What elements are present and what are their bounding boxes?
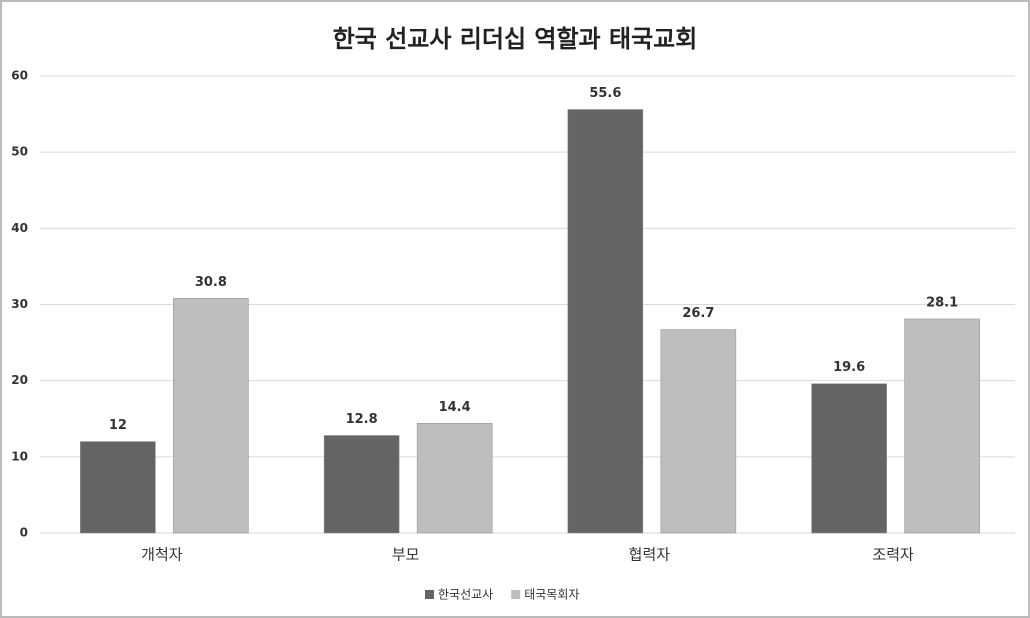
value-label: 55.6 <box>589 86 621 101</box>
y-tick-label: 40 <box>11 221 28 235</box>
value-label: 30.8 <box>195 275 227 290</box>
bar <box>323 435 400 534</box>
value-label: 12.8 <box>346 412 378 427</box>
x-tick-label: 조력자 <box>872 546 914 564</box>
value-label: 19.6 <box>833 360 865 375</box>
legend-swatch <box>425 590 434 599</box>
legend-label: 한국선교사 <box>438 588 493 602</box>
y-tick-label: 20 <box>11 373 28 387</box>
value-label: 28.1 <box>926 295 958 310</box>
chart-title: 한국 선교사 리더십 역할과 태국교회 <box>333 25 698 53</box>
bar <box>416 423 493 534</box>
y-tick-label: 50 <box>11 145 28 159</box>
bar <box>173 298 249 534</box>
bar <box>80 441 156 534</box>
x-tick-label: 협력자 <box>629 546 671 564</box>
value-label: 26.7 <box>682 306 714 321</box>
y-tick-label: 10 <box>11 449 28 463</box>
y-tick-label: 30 <box>11 297 28 311</box>
x-tick-label: 부모 <box>392 546 420 564</box>
legend-label: 태국목회자 <box>524 588 579 602</box>
y-tick-label: 60 <box>11 69 28 83</box>
value-label: 14.4 <box>439 400 471 415</box>
bar <box>660 329 737 534</box>
value-label: 12 <box>109 418 127 433</box>
x-tick-label: 개척자 <box>141 546 183 564</box>
bar <box>811 383 887 534</box>
bar <box>567 109 644 534</box>
y-tick-label: 0 <box>20 526 28 540</box>
bar <box>904 318 980 534</box>
legend-swatch <box>511 590 521 599</box>
